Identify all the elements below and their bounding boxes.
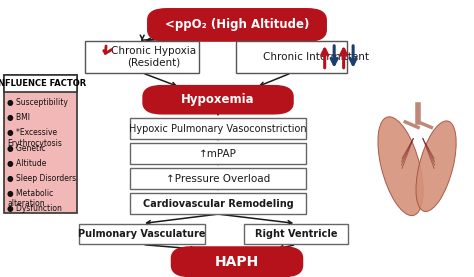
Text: INFLUENCE FACTOR: INFLUENCE FACTOR <box>0 79 86 88</box>
Bar <box>79 224 205 244</box>
Ellipse shape <box>378 117 423 216</box>
Text: ● Dysfunction: ● Dysfunction <box>8 204 62 213</box>
Text: ● *Excessive
Erythrocytosis: ● *Excessive Erythrocytosis <box>8 128 62 148</box>
Text: ● Altitude: ● Altitude <box>8 159 47 168</box>
Text: Right Ventricle: Right Ventricle <box>255 229 337 239</box>
Bar <box>130 168 306 189</box>
Ellipse shape <box>416 121 456 211</box>
Text: ● Susceptibility: ● Susceptibility <box>8 98 68 107</box>
Text: ↑Pressure Overload: ↑Pressure Overload <box>166 174 270 184</box>
Text: Cardiovascular Remodeling: Cardiovascular Remodeling <box>143 199 293 209</box>
Bar <box>4 75 77 92</box>
Bar <box>130 143 306 164</box>
Bar <box>85 41 199 73</box>
Text: Hypoxemia: Hypoxemia <box>181 93 255 106</box>
Text: ● Metabolic
alteration: ● Metabolic alteration <box>8 189 54 208</box>
FancyBboxPatch shape <box>143 86 293 114</box>
Text: ● Sleep Disorders: ● Sleep Disorders <box>8 174 76 183</box>
Bar <box>236 41 347 73</box>
Text: Hypoxic Pulmonary Vasoconstriction: Hypoxic Pulmonary Vasoconstriction <box>129 124 307 134</box>
Bar <box>130 119 306 139</box>
Text: ● BMI: ● BMI <box>8 113 30 122</box>
Text: ↑mPAP: ↑mPAP <box>199 149 237 159</box>
Bar <box>244 224 348 244</box>
FancyBboxPatch shape <box>172 247 302 276</box>
Text: Chronic Hypoxia
(Resident): Chronic Hypoxia (Resident) <box>111 46 197 68</box>
Text: HAPH: HAPH <box>215 255 259 269</box>
Bar <box>130 193 306 214</box>
Bar <box>4 75 77 213</box>
Text: ● Genetic: ● Genetic <box>8 143 46 153</box>
Text: Chronic Intermittent: Chronic Intermittent <box>263 52 369 62</box>
FancyBboxPatch shape <box>148 9 326 41</box>
Text: Pulmonary Vasculature: Pulmonary Vasculature <box>79 229 206 239</box>
Text: <ppO₂ (High Altitude): <ppO₂ (High Altitude) <box>165 19 309 31</box>
